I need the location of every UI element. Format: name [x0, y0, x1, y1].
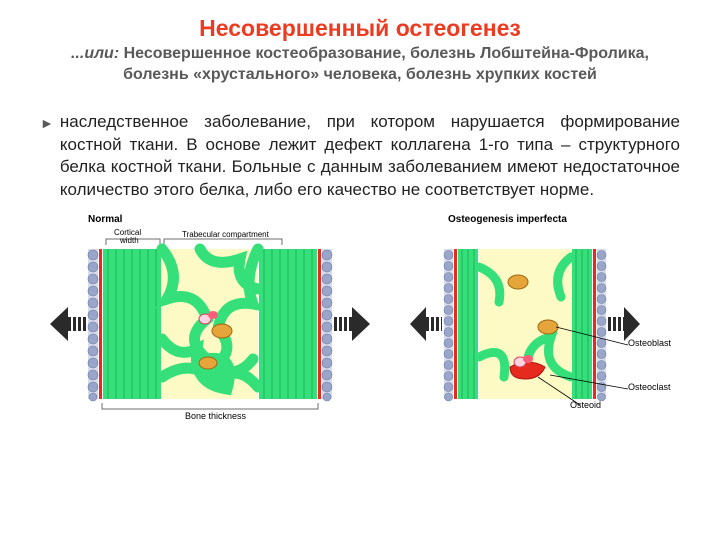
diagram-normal: Normal Cortical width Trabecular compart…	[50, 214, 370, 427]
body-paragraph: ► наследственное заболевание, при которо…	[40, 111, 680, 203]
bullet-marker: ►	[40, 115, 54, 131]
slide-title: Несовершенный остеогенез	[40, 15, 680, 42]
diagram-oi-svg	[410, 227, 670, 422]
slide-subtitle: ...или: Несовершенное костеобразование, …	[40, 44, 680, 86]
svg-text:Bone thickness: Bone thickness	[185, 411, 247, 421]
diagram-oi-title: Osteogenesis imperfecta	[410, 214, 670, 225]
svg-text:Trabecular compartment: Trabecular compartment	[182, 230, 270, 239]
body-text: наследственное заболевание, при котором …	[60, 111, 680, 203]
label-osteoclast: Osteoclast	[628, 382, 671, 392]
label-osteoid: Osteoid	[570, 400, 601, 410]
svg-text:width: width	[119, 236, 139, 245]
label-osteoblast: Osteoblast	[628, 338, 671, 348]
diagram-oi: Osteogenesis imperfecta	[410, 214, 670, 427]
diagram-row: Normal Cortical width Trabecular compart…	[40, 214, 680, 427]
diagram-normal-svg: Cortical width Trabecular compartment	[50, 227, 370, 422]
diagram-normal-title: Normal	[50, 214, 370, 225]
